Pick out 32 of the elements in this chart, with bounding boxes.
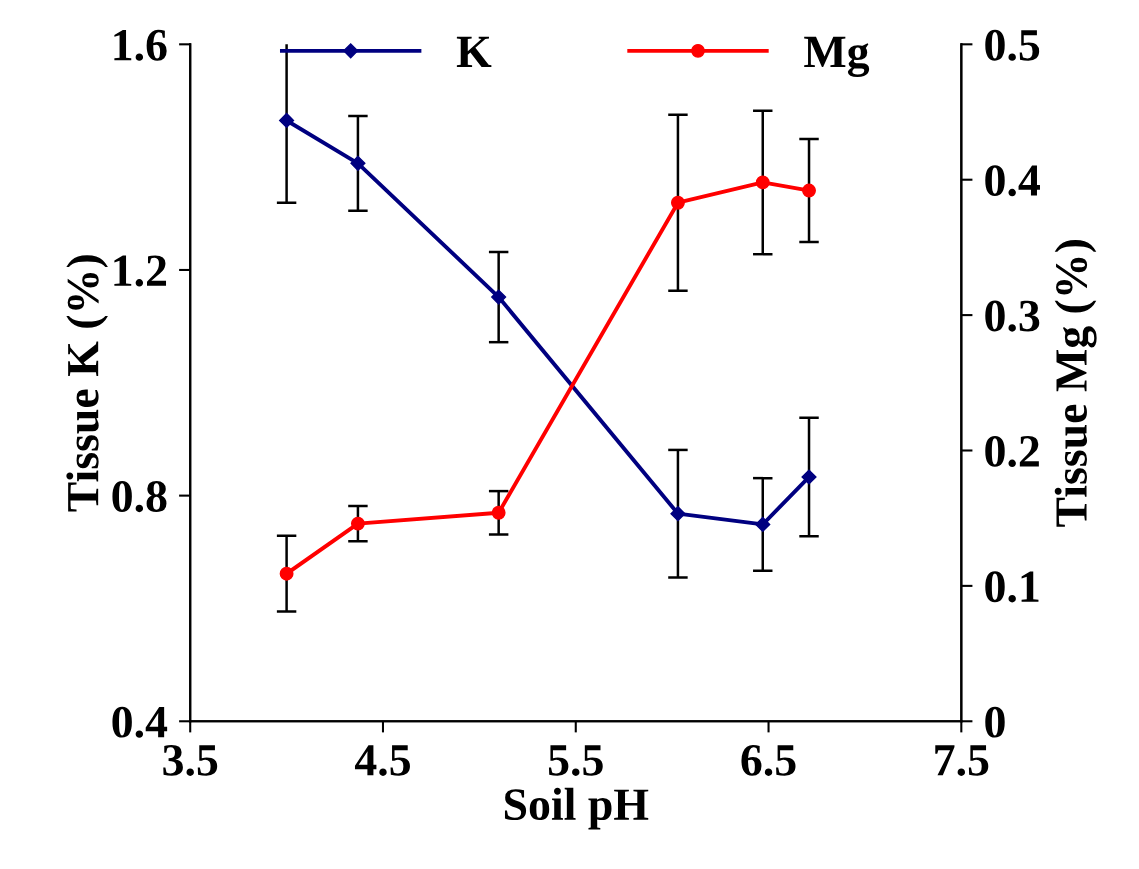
- y2-tick-label: 0.2: [985, 435, 1039, 468]
- y-tick-label: 1.2: [114, 255, 167, 287]
- point: [279, 112, 295, 129]
- x-tick-label: 3.5: [163, 744, 218, 776]
- x-tick-label: 5.5: [548, 745, 603, 776]
- point: [350, 155, 366, 171]
- point: [279, 566, 294, 581]
- y2-axis-title: Tissue Mg (%): [1054, 240, 1097, 527]
- y2-tick-label: 0.1: [985, 571, 1039, 603]
- y2-tick-label: 0: [985, 706, 1005, 738]
- y-tick-label: 1.6: [114, 29, 167, 61]
- point: [350, 516, 365, 531]
- x-tick-label: 4.5: [354, 745, 410, 776]
- y-tick-label: 0.4: [112, 706, 168, 738]
- legend-label: Mg: [804, 36, 870, 77]
- legend-label: K: [456, 36, 492, 67]
- point: [491, 505, 506, 520]
- y2-tick-label: 0.5: [985, 29, 1040, 61]
- y-tick-label: 0.8: [112, 481, 167, 513]
- point: [802, 183, 816, 198]
- point: [755, 175, 770, 190]
- y-axis-title: Tissue K (%): [66, 255, 108, 512]
- x-axis-title: Soil pH: [504, 787, 649, 830]
- point: [755, 516, 771, 532]
- point: [670, 506, 686, 522]
- point: [491, 289, 507, 305]
- y2-tick-label: 0.4: [985, 165, 1040, 197]
- point: [801, 469, 817, 485]
- y2-tick-label: 0.3: [985, 300, 1040, 332]
- x-tick-label: 6.5: [741, 744, 796, 776]
- point: [670, 195, 685, 210]
- x-tick-label: 7.5: [935, 745, 989, 776]
